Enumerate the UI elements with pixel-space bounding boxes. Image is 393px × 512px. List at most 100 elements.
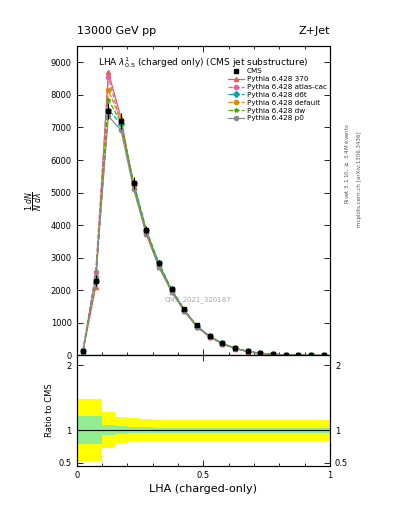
Pythia 6.428 d6t	[233, 345, 237, 351]
Pythia 6.428 370	[321, 352, 326, 358]
Pythia 6.428 370	[233, 346, 237, 352]
Pythia 6.428 default	[233, 345, 237, 351]
Line: Pythia 6.428 d6t: Pythia 6.428 d6t	[81, 108, 326, 357]
Pythia 6.428 370	[271, 351, 275, 357]
Pythia 6.428 dw	[309, 352, 314, 358]
Pythia 6.428 d6t	[296, 352, 301, 358]
Pythia 6.428 p0	[321, 352, 326, 358]
Pythia 6.428 dw	[258, 350, 263, 356]
Line: Pythia 6.428 dw: Pythia 6.428 dw	[81, 98, 326, 357]
Pythia 6.428 p0	[157, 264, 162, 270]
Pythia 6.428 default	[106, 87, 111, 93]
Pythia 6.428 default	[258, 350, 263, 356]
Pythia 6.428 dw	[119, 119, 123, 125]
Pythia 6.428 atlas-cac	[296, 352, 301, 358]
Pythia 6.428 atlas-cac	[157, 263, 162, 269]
Pythia 6.428 dw	[195, 324, 199, 330]
Pythia 6.428 atlas-cac	[245, 348, 250, 354]
Pythia 6.428 default	[131, 182, 136, 188]
Y-axis label: Ratio to CMS: Ratio to CMS	[46, 384, 55, 437]
Pythia 6.428 d6t	[157, 261, 162, 267]
Pythia 6.428 atlas-cac	[271, 351, 275, 357]
Pythia 6.428 p0	[119, 127, 123, 133]
Pythia 6.428 default	[208, 333, 212, 339]
Line: Pythia 6.428 default: Pythia 6.428 default	[81, 88, 326, 357]
Pythia 6.428 atlas-cac	[208, 334, 212, 340]
Pythia 6.428 d6t	[309, 352, 314, 358]
Pythia 6.428 p0	[271, 351, 275, 357]
Pythia 6.428 370	[309, 352, 314, 358]
Pythia 6.428 d6t	[81, 348, 85, 354]
Pythia 6.428 p0	[93, 273, 98, 280]
Pythia 6.428 default	[220, 340, 225, 347]
Text: mcplots.cern.ch [arXiv:1306.3436]: mcplots.cern.ch [arXiv:1306.3436]	[357, 132, 362, 227]
Pythia 6.428 atlas-cac	[233, 345, 237, 351]
Pythia 6.428 dw	[220, 340, 225, 347]
Pythia 6.428 atlas-cac	[220, 340, 225, 347]
Pythia 6.428 default	[283, 352, 288, 358]
Pythia 6.428 370	[131, 185, 136, 191]
Pythia 6.428 p0	[258, 350, 263, 356]
Pythia 6.428 370	[93, 284, 98, 290]
Pythia 6.428 dw	[233, 345, 237, 351]
Pythia 6.428 p0	[81, 348, 85, 354]
Pythia 6.428 atlas-cac	[131, 182, 136, 188]
Pythia 6.428 370	[157, 264, 162, 270]
Pythia 6.428 370	[144, 231, 149, 238]
Pythia 6.428 dw	[106, 97, 111, 103]
Pythia 6.428 default	[245, 348, 250, 354]
Pythia 6.428 370	[106, 69, 111, 75]
Pythia 6.428 atlas-cac	[309, 352, 314, 358]
Pythia 6.428 p0	[144, 231, 149, 237]
Pythia 6.428 dw	[93, 277, 98, 283]
Pythia 6.428 atlas-cac	[321, 352, 326, 358]
Pythia 6.428 370	[245, 349, 250, 355]
Pythia 6.428 p0	[106, 113, 111, 119]
Pythia 6.428 d6t	[195, 323, 199, 329]
Text: LHA $\lambda^{1}_{0.5}$ (charged only) (CMS jet substructure): LHA $\lambda^{1}_{0.5}$ (charged only) (…	[98, 55, 309, 70]
Pythia 6.428 default	[93, 275, 98, 281]
Pythia 6.428 370	[195, 324, 199, 330]
Text: 13000 GeV pp: 13000 GeV pp	[77, 26, 156, 36]
Pythia 6.428 d6t	[245, 348, 250, 354]
Pythia 6.428 d6t	[321, 352, 326, 358]
Pythia 6.428 p0	[296, 352, 301, 358]
Pythia 6.428 dw	[208, 333, 212, 339]
Pythia 6.428 atlas-cac	[182, 308, 187, 314]
Pythia 6.428 dw	[271, 351, 275, 357]
Pythia 6.428 dw	[81, 348, 85, 354]
Pythia 6.428 default	[119, 117, 123, 123]
Pythia 6.428 p0	[169, 289, 174, 295]
Pythia 6.428 p0	[195, 324, 199, 330]
Pythia 6.428 d6t	[208, 333, 212, 339]
Pythia 6.428 d6t	[106, 106, 111, 113]
Pythia 6.428 370	[81, 349, 85, 355]
Pythia 6.428 dw	[169, 287, 174, 293]
Pythia 6.428 370	[208, 334, 212, 340]
Pythia 6.428 default	[144, 229, 149, 235]
Pythia 6.428 d6t	[258, 350, 263, 356]
Pythia 6.428 d6t	[283, 352, 288, 358]
Pythia 6.428 p0	[131, 186, 136, 192]
Pythia 6.428 dw	[321, 352, 326, 358]
Pythia 6.428 370	[283, 352, 288, 358]
Pythia 6.428 d6t	[182, 307, 187, 313]
Pythia 6.428 d6t	[271, 351, 275, 357]
Pythia 6.428 atlas-cac	[93, 269, 98, 275]
Line: Pythia 6.428 atlas-cac: Pythia 6.428 atlas-cac	[81, 75, 326, 357]
Text: Z+Jet: Z+Jet	[299, 26, 330, 36]
Pythia 6.428 atlas-cac	[81, 347, 85, 353]
Pythia 6.428 default	[296, 352, 301, 358]
Pythia 6.428 default	[182, 307, 187, 313]
Pythia 6.428 default	[169, 288, 174, 294]
Pythia 6.428 d6t	[93, 278, 98, 284]
Pythia 6.428 p0	[182, 308, 187, 314]
Pythia 6.428 370	[258, 350, 263, 356]
Pythia 6.428 default	[81, 348, 85, 354]
Pythia 6.428 atlas-cac	[144, 230, 149, 236]
Pythia 6.428 default	[271, 351, 275, 357]
Pythia 6.428 default	[195, 324, 199, 330]
Pythia 6.428 default	[309, 352, 314, 358]
Pythia 6.428 d6t	[119, 121, 123, 127]
Line: Pythia 6.428 370: Pythia 6.428 370	[81, 70, 326, 357]
